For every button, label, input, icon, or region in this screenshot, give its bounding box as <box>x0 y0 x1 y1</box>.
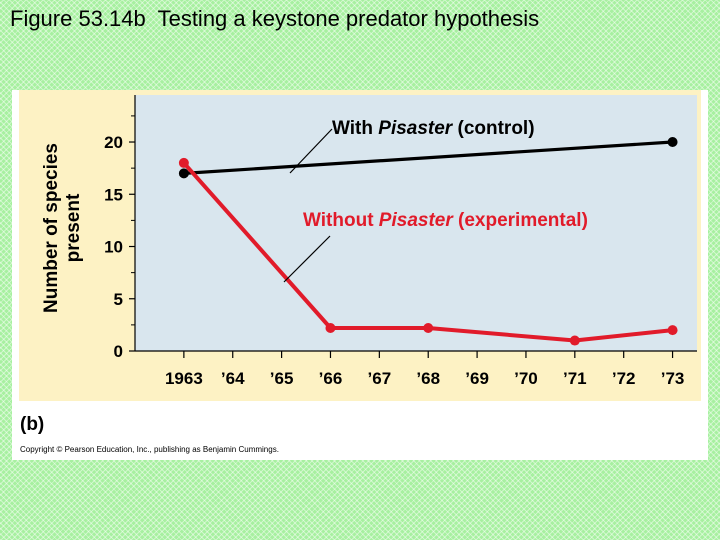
experimental-data-point <box>325 323 336 334</box>
x-axis: 1963 ’64 ’65 ’66 ’67 ’68 ’69 ’70 ’71 ’72 ’73 <box>135 350 697 388</box>
x-tick-label: ’66 <box>319 369 343 388</box>
x-tick-label: ’68 <box>416 369 440 388</box>
y-axis-label-line: Number of species <box>41 143 62 313</box>
y-axis-label: Number of species present <box>41 143 84 313</box>
x-tick-label: ’73 <box>661 369 685 388</box>
y-axis-label-line: present <box>63 193 84 262</box>
panel-label: (b) <box>20 414 45 435</box>
x-tick-label: 1963 <box>165 369 203 388</box>
copyright-notice: Copyright © Pearson Education, Inc., pub… <box>20 445 279 454</box>
control-series-line <box>183 140 673 175</box>
plot-area <box>135 95 697 351</box>
x-tick-label: ’64 <box>221 369 245 388</box>
control-series-label: With Pisaster (control) <box>332 118 535 139</box>
line-chart: 0 5 10 15 20 1963 ’64 ’65 ’66 ’67 ’68 ’69 ’70 ’71 ’72… <box>41 95 697 388</box>
x-tick-label: ’72 <box>612 369 636 388</box>
x-tick-label: ’71 <box>563 369 587 388</box>
y-axis: 0 5 10 15 20 <box>104 95 136 361</box>
y-tick-label: 10 <box>104 238 123 257</box>
y-tick-label: 0 <box>114 342 123 361</box>
experimental-series-label: Without Pisaster (experimental) <box>303 210 588 231</box>
experimental-data-point <box>178 157 189 168</box>
series-labels: With Pisaster (control) Without Pisaster … <box>283 118 588 283</box>
experimental-label-leader <box>283 235 331 283</box>
y-tick-label: 20 <box>104 133 123 152</box>
experimental-data-point <box>667 325 678 336</box>
y-tick-label: 15 <box>104 185 123 204</box>
x-tick-label: ’67 <box>368 369 392 388</box>
x-tick-label: ’70 <box>514 369 538 388</box>
control-data-point <box>667 137 678 148</box>
y-tick-label: 5 <box>114 290 123 309</box>
control-data-point <box>178 168 189 179</box>
slide-title: Figure 53.14b Testing a keystone predato… <box>10 6 540 31</box>
experimental-data-point <box>569 335 580 346</box>
x-tick-label: ’65 <box>270 369 294 388</box>
control-label-leader <box>289 128 333 174</box>
figure-panel: 0 5 10 15 20 1963 ’64 ’65 ’66 ’67 ’68 ’69 ’70 ’71 ’72… <box>12 90 708 460</box>
experimental-data-point <box>423 323 434 334</box>
series-layer <box>178 137 678 346</box>
x-tick-label: ’69 <box>465 369 489 388</box>
